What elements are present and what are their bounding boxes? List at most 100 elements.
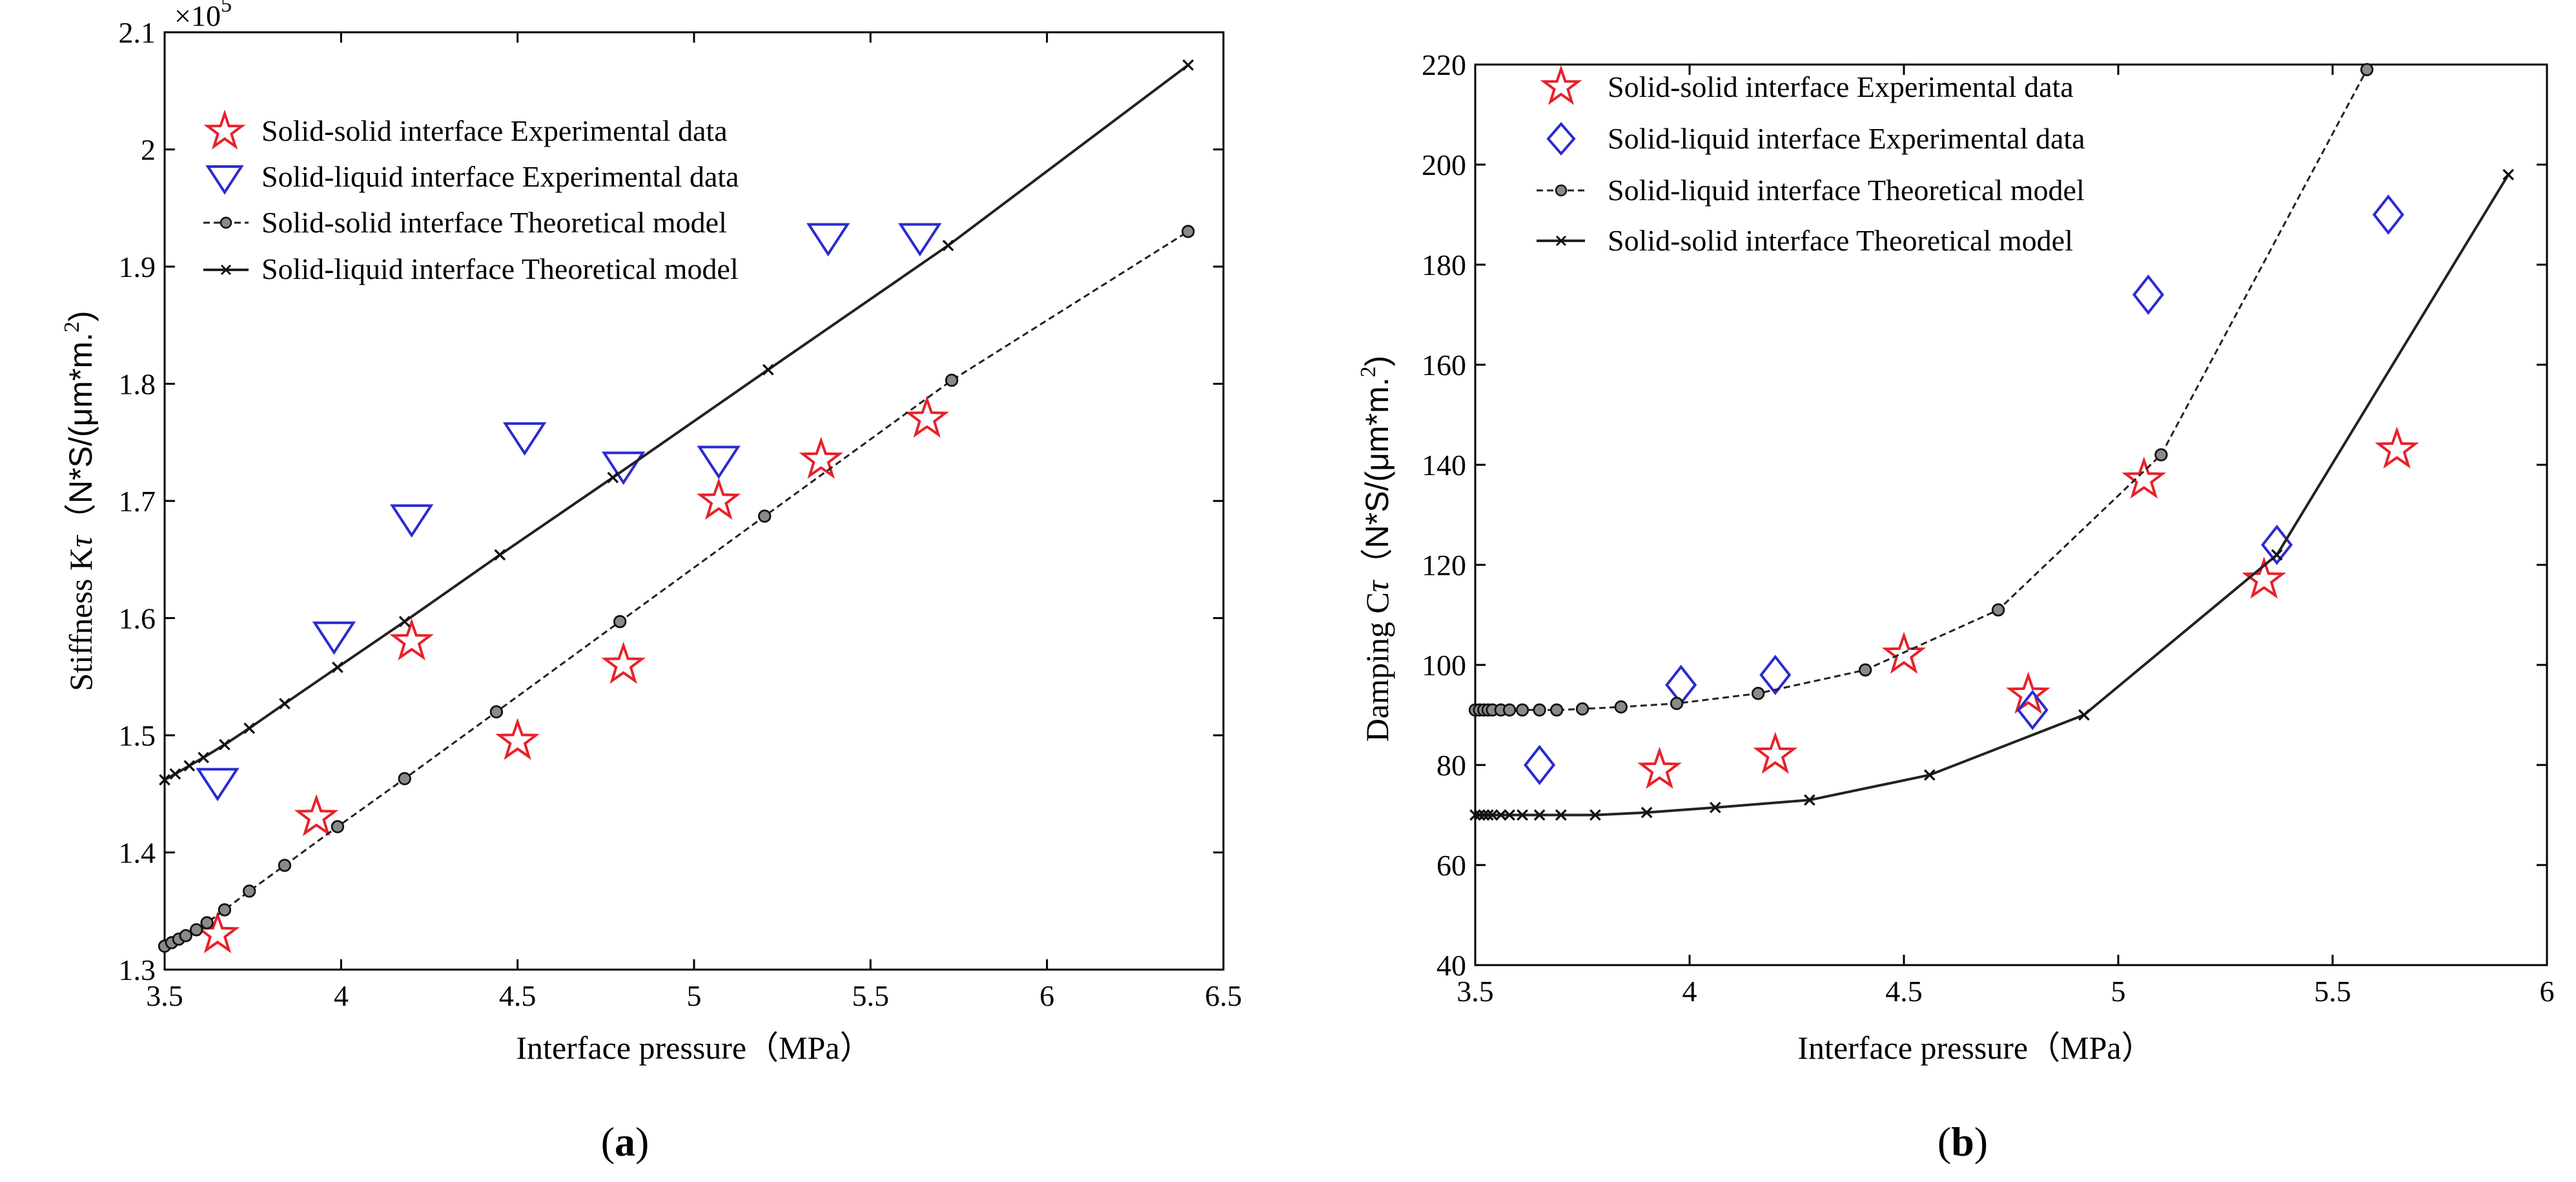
legend-x-marker-icon xyxy=(1555,235,1567,247)
legend-star-icon xyxy=(203,109,246,150)
data-point-triangle xyxy=(196,768,240,802)
data-point-diamond xyxy=(2261,524,2293,566)
y-tick-label: 1.5 xyxy=(119,719,156,752)
legend-item-solid-liquid-experimental: Solid-liquid interface Experimental data xyxy=(205,160,739,195)
x-tick-label: 4 xyxy=(334,979,349,1012)
y-tick-label: 1.9 xyxy=(119,250,156,283)
legend-star-icon xyxy=(1540,65,1582,105)
data-point-diamond xyxy=(2016,689,2049,730)
legend-item-solid-solid-theoretical: Solid-solid interface Theoretical model xyxy=(1537,224,2073,257)
model-line-dashed xyxy=(1468,63,2374,717)
series-star xyxy=(195,395,950,953)
panel-b-series xyxy=(1468,63,2515,821)
legend-circle-marker-icon xyxy=(220,216,232,229)
x-tick-label: 6 xyxy=(2540,975,2555,1008)
model-line-solid xyxy=(1469,168,2515,821)
data-point-star xyxy=(2121,456,2167,499)
data-point-star xyxy=(495,718,540,760)
x-tick-label: 3.5 xyxy=(146,979,183,1012)
panel-b-caption: (b) xyxy=(1937,1119,1988,1165)
x-tick-label: 5.5 xyxy=(2314,975,2351,1008)
panel-a-exponent-label: ×105 xyxy=(174,0,232,32)
y-tick-label: 40 xyxy=(1436,949,1466,982)
data-point-triangle xyxy=(806,223,850,257)
y-tick-label: 200 xyxy=(1422,148,1466,181)
legend-label: Solid-solid interface Theoretical model xyxy=(1608,224,2073,257)
data-point-triangle xyxy=(389,504,434,538)
series-dashed-circle xyxy=(158,225,1195,953)
data-point-star xyxy=(601,642,646,684)
y-tick-label: 120 xyxy=(1422,549,1466,582)
y-tick-label: 1.6 xyxy=(119,602,156,635)
x-tick-label: 5 xyxy=(2111,975,2126,1008)
data-point-triangle xyxy=(898,223,942,257)
legend-item-solid-solid-experimental: Solid-solid interface Experimental data xyxy=(203,109,728,150)
y-tick-label: 160 xyxy=(1422,349,1466,382)
panel-a-stiffness-chart: 3.5 4 4.5 5 5.5 6 6.5 1.3 1.4 1.5 1.6 1.7 1.8 1.9 2 2.… xyxy=(60,0,1242,1165)
x-tick-label: 4.5 xyxy=(499,979,537,1012)
data-point-star xyxy=(195,911,240,953)
panel-a-x-axis: 3.5 4 4.5 5 5.5 6 6.5 xyxy=(146,32,1242,1012)
panel-b-x-axis: 3.5 4 4.5 5 5.5 6 xyxy=(1457,65,2555,1008)
series-solid-x xyxy=(1469,168,2515,821)
legend-item-solid-liquid-theoretical: Solid-liquid interface Theoretical model xyxy=(1537,174,2085,207)
legend-item-solid-liquid-experimental: Solid-liquid interface Experimental data xyxy=(1546,121,2085,156)
x-tick-label: 5 xyxy=(687,979,702,1012)
data-point-star xyxy=(905,395,950,438)
data-point-star xyxy=(696,477,741,520)
y-tick-label: 80 xyxy=(1436,749,1466,782)
panel-b-legend: Solid-solid interface Experimental data … xyxy=(1537,65,2085,257)
panel-b-y-axis-label: Damping Cτ（N*S/(μm*m.2) xyxy=(1356,356,1395,742)
legend-item-solid-solid-experimental: Solid-solid interface Experimental data xyxy=(1540,65,2074,105)
data-point-star xyxy=(2375,426,2419,469)
data-point-star xyxy=(799,436,844,479)
panel-a-y-axis: 1.3 1.4 1.5 1.6 1.7 1.8 1.9 2 2.1 xyxy=(119,16,1223,986)
data-point-star xyxy=(1637,746,1682,789)
legend-label: Solid-liquid interface Theoretical model xyxy=(261,252,739,285)
model-line-solid xyxy=(159,59,1194,786)
x-tick-label: 4.5 xyxy=(1885,975,1923,1008)
data-point-triangle xyxy=(312,621,356,655)
panel-b-damping-chart: 3.5 4 4.5 5 5.5 6 40 60 80 100 120 140 160 180 200 220… xyxy=(1356,48,2555,1165)
y-tick-label: 140 xyxy=(1422,449,1466,482)
panel-b-x-axis-label: Interface pressure（MPa） xyxy=(1797,1030,2153,1066)
panel-a-caption: (a) xyxy=(601,1119,649,1165)
y-tick-label: 220 xyxy=(1422,48,1466,81)
x-tick-label: 4 xyxy=(1682,975,1697,1008)
y-tick-label: 2 xyxy=(141,134,156,167)
legend-label: Solid-liquid interface Experimental data xyxy=(261,160,739,193)
x-tick-label: 6 xyxy=(1039,979,1054,1012)
y-tick-label: 60 xyxy=(1436,849,1466,882)
y-tick-label: 1.7 xyxy=(119,485,156,518)
y-tick-label: 1.8 xyxy=(119,368,156,401)
y-tick-label: 100 xyxy=(1422,649,1466,682)
legend-label: Solid-solid interface Theoretical model xyxy=(261,206,727,239)
panel-a-x-axis-label: Interface pressure（MPa） xyxy=(516,1030,872,1066)
data-point-star xyxy=(2006,671,2050,714)
legend-label: Solid-liquid interface Experimental data xyxy=(1608,122,2085,155)
y-tick-label: 1.4 xyxy=(119,837,156,870)
panel-a-series xyxy=(158,59,1195,953)
x-tick-label: 5.5 xyxy=(852,979,890,1012)
model-line-dashed xyxy=(158,225,1195,953)
legend-label: Solid-solid interface Experimental data xyxy=(261,114,728,147)
data-point-star xyxy=(294,794,339,837)
legend-triangle-icon xyxy=(205,165,244,195)
legend-circle-marker-icon xyxy=(1555,184,1568,197)
data-point-triangle xyxy=(502,422,547,456)
series-triangle-down xyxy=(196,223,942,802)
legend-item-solid-solid-theoretical: Solid-solid interface Theoretical model xyxy=(203,206,727,239)
data-point-diamond xyxy=(2132,274,2165,315)
legend-diamond-icon xyxy=(1546,121,1576,156)
data-point-diamond xyxy=(1665,664,1697,706)
y-tick-label: 180 xyxy=(1422,249,1466,281)
legend-item-solid-liquid-theoretical: Solid-liquid interface Theoretical model xyxy=(203,252,739,285)
data-point-diamond xyxy=(1524,744,1556,786)
series-dashed-circle xyxy=(1468,63,2374,717)
x-tick-label: 6.5 xyxy=(1205,979,1242,1012)
legend-label: Solid-solid interface Experimental data xyxy=(1608,70,2074,103)
legend-label: Solid-liquid interface Theoretical model xyxy=(1608,174,2085,207)
series-solid-x xyxy=(159,59,1194,786)
